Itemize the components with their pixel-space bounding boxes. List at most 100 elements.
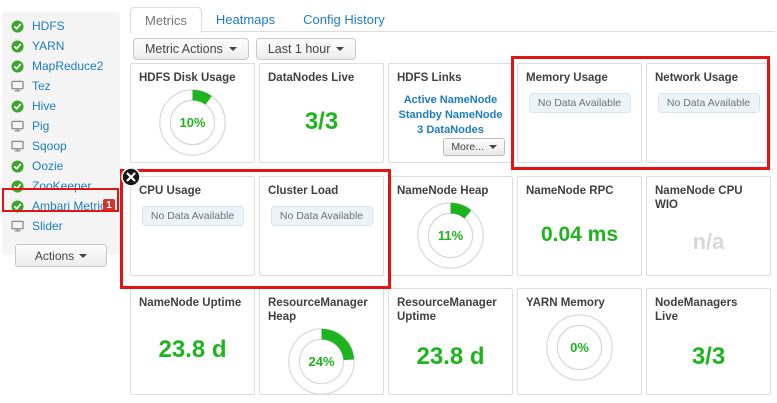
sidebar-item-label: Tez xyxy=(32,79,51,93)
widget-title: NameNode CPU WIO xyxy=(655,185,743,211)
client-monitor-icon xyxy=(11,119,25,133)
actions-button[interactable]: Actions xyxy=(15,244,107,267)
sidebar-item-label: Hive xyxy=(32,99,57,113)
sidebar-item-mapreduce2[interactable]: MapReduce2 xyxy=(2,56,120,76)
widget-title: CPU Usage xyxy=(139,185,201,197)
client-monitor-icon xyxy=(11,219,25,233)
sidebar-item-sqoop[interactable]: Sqoop xyxy=(2,136,120,156)
widget-title: YARN Memory xyxy=(526,297,605,309)
status-ok-icon xyxy=(11,179,25,193)
sidebar-item-yarn[interactable]: YARN xyxy=(2,36,120,56)
widget-namenode-heap: NameNode Heap 11% xyxy=(388,176,513,276)
sidebar-item-label: Pig xyxy=(32,119,50,133)
sidebar-item-label: Slider xyxy=(32,219,63,233)
sidebar-item-label: YARN xyxy=(32,39,65,53)
sidebar-item-label: Sqoop xyxy=(32,139,67,153)
widget-value: n/a xyxy=(692,228,725,254)
donut-chart: 24% xyxy=(260,325,383,394)
no-data-badge: No Data Available xyxy=(270,206,373,226)
donut-percent-label: 0% xyxy=(570,340,589,355)
status-ok-icon xyxy=(11,199,25,213)
metric-actions-button[interactable]: Metric Actions xyxy=(133,38,249,60)
widget-value: 3/3 xyxy=(304,107,339,135)
widget-row-3: NameNode Uptime 23.8 d ResourceManager H… xyxy=(130,288,771,395)
donut-percent-label: 24% xyxy=(308,354,335,369)
sidebar-item-slider[interactable]: Slider xyxy=(2,216,120,236)
widget-title: ResourceManager Uptime xyxy=(397,297,497,323)
widget-title: NameNode Uptime xyxy=(139,297,242,309)
widget-network-usage: Network Usage No Data Available xyxy=(646,63,771,163)
widget-cpu-usage: CPU Usage No Data Available xyxy=(130,176,255,276)
donut-percent-label: 11% xyxy=(437,228,464,243)
widget-memory-usage: Memory Usage No Data Available xyxy=(517,63,642,163)
caret-down-icon xyxy=(228,47,237,51)
widget-yarn-memory: YARN Memory 0% xyxy=(517,288,642,395)
time-range-button[interactable]: Last 1 hour xyxy=(255,38,357,60)
donut-chart: 10% xyxy=(131,86,254,159)
status-ok-icon xyxy=(11,159,25,173)
client-monitor-icon xyxy=(11,139,25,153)
widget-namenode-cpu-wio: NameNode CPU WIO n/a xyxy=(646,176,771,276)
widget-value: 0.04 ms xyxy=(540,222,619,246)
sidebar-item-label: ZooKeeper xyxy=(32,179,92,193)
donut-chart: 11% xyxy=(389,199,512,272)
widget-hdfs-links: HDFS Links Active NameNode Standby NameN… xyxy=(388,63,513,163)
status-ok-icon xyxy=(11,39,25,53)
widget-title: NodeManagers Live xyxy=(655,297,738,323)
widget-title: NameNode Heap xyxy=(397,185,489,197)
widget-namenode-rpc: NameNode RPC 0.04 ms xyxy=(517,176,642,276)
status-ok-icon xyxy=(11,59,25,73)
tabbar-divider xyxy=(130,31,775,32)
widget-cluster-load: Cluster Load No Data Available xyxy=(259,176,384,276)
no-data-badge: No Data Available xyxy=(528,93,631,113)
caret-down-icon xyxy=(336,47,345,51)
widget-resourcemanager-uptime: ResourceManager Uptime 23.8 d xyxy=(388,288,513,395)
donut-chart: 0% xyxy=(518,311,641,384)
widget-namenode-uptime: NameNode Uptime 23.8 d xyxy=(130,288,255,395)
widget-title: Cluster Load xyxy=(268,185,339,197)
status-ok-icon xyxy=(11,99,25,113)
widget-resourcemanager-heap: ResourceManager Heap 24% xyxy=(259,288,384,395)
status-ok-icon xyxy=(11,19,25,33)
tab-config-history[interactable]: Config History xyxy=(303,12,385,27)
sidebar-item-oozie[interactable]: Oozie xyxy=(2,156,120,176)
link-datanodes[interactable]: 3 DataNodes xyxy=(417,124,484,136)
sidebar-item-label: Oozie xyxy=(32,159,64,173)
sidebar-item-pig[interactable]: Pig xyxy=(2,116,120,136)
sidebar-item-label: Ambari Metrics xyxy=(32,199,113,213)
link-standby-namenode[interactable]: Standby NameNode xyxy=(398,109,503,121)
widget-value: 23.8 d xyxy=(416,343,485,370)
widget-row-2: CPU Usage No Data Available Cluster Load… xyxy=(130,176,771,276)
sidebar-item-tez[interactable]: Tez xyxy=(2,76,120,96)
close-icon[interactable] xyxy=(121,167,141,187)
donut-percent-label: 10% xyxy=(179,115,206,130)
no-data-badge: No Data Available xyxy=(141,206,244,226)
sidebar-item-label: HDFS xyxy=(32,19,65,33)
widget-title: HDFS Disk Usage xyxy=(139,72,236,84)
sidebar-item-hdfs[interactable]: HDFS xyxy=(2,16,120,36)
widget-title: HDFS Links xyxy=(397,72,462,84)
more-button[interactable]: More... xyxy=(443,138,505,156)
sidebar-item-ambari-metrics[interactable]: Ambari Metrics 1 xyxy=(2,196,120,216)
dashboard-tabs: Metrics Heatmaps Config History xyxy=(130,7,399,33)
alert-count-badge: 1 xyxy=(103,199,115,212)
widget-value: 23.8 d xyxy=(158,336,227,363)
widget-title: ResourceManager Heap xyxy=(268,297,368,323)
widget-value: 3/3 xyxy=(691,343,726,370)
tab-heatmaps[interactable]: Heatmaps xyxy=(215,12,276,27)
widget-datanodes-live: DataNodes Live 3/3 xyxy=(259,63,384,163)
caret-down-icon xyxy=(489,145,497,149)
client-monitor-icon xyxy=(11,79,25,93)
sidebar-item-zookeeper[interactable]: ZooKeeper xyxy=(2,176,120,196)
widget-title: NameNode RPC xyxy=(526,185,614,197)
sidebar-item-hive[interactable]: Hive xyxy=(2,96,120,116)
widget-title: DataNodes Live xyxy=(268,72,355,84)
tab-metrics[interactable]: Metrics xyxy=(130,7,202,33)
no-data-badge: No Data Available xyxy=(657,93,760,113)
hdfs-links-list: Active NameNode Standby NameNode 3 DataN… xyxy=(389,94,512,136)
widget-title: Memory Usage xyxy=(526,72,608,84)
link-active-namenode[interactable]: Active NameNode xyxy=(403,94,498,106)
widget-nodemanagers-live: NodeManagers Live 3/3 xyxy=(646,288,771,395)
caret-down-icon xyxy=(79,253,88,258)
